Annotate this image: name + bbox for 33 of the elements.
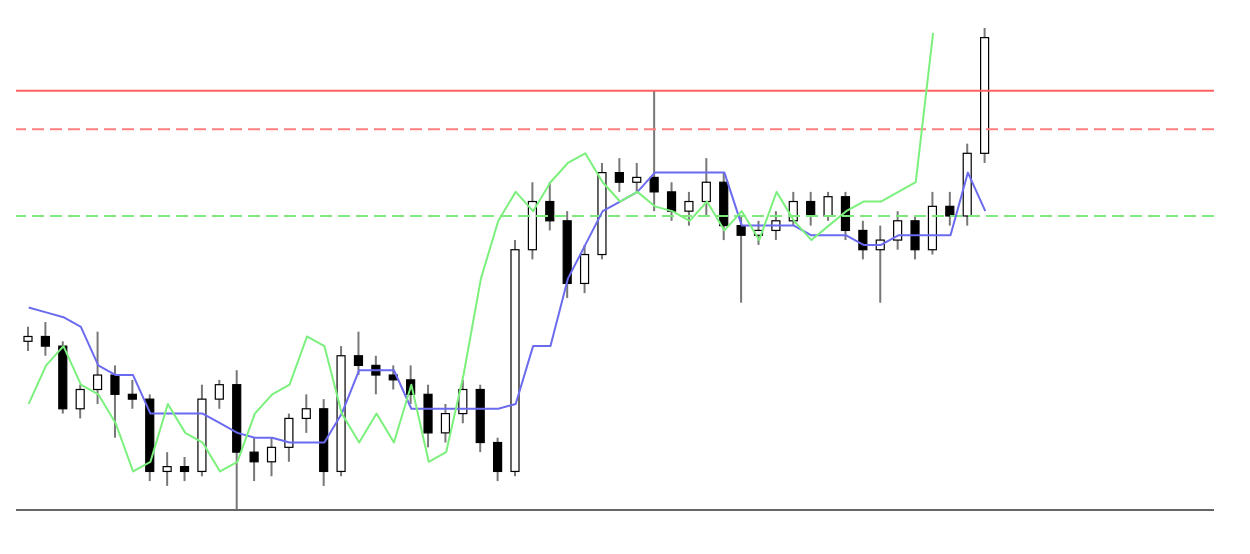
candlestick (649, 89, 659, 213)
candlestick (162, 451, 172, 487)
candlestick (353, 330, 364, 377)
candlestick (92, 330, 103, 405)
candlestick (614, 157, 624, 193)
candlestick (23, 325, 33, 352)
candlestick (684, 190, 694, 227)
candlestick (736, 214, 746, 304)
candlestick (579, 243, 590, 295)
candlestick (249, 436, 259, 483)
candlestick (388, 364, 398, 391)
candlestick (701, 157, 711, 217)
candlestick (75, 383, 85, 420)
candlestick (440, 402, 451, 444)
candlestick (858, 219, 868, 261)
candlestick (301, 393, 311, 434)
candlestick (666, 181, 677, 222)
candlestick (284, 412, 294, 463)
candlestick (423, 383, 433, 449)
candlestick (214, 378, 224, 410)
candlestick (110, 364, 120, 439)
candlestick (910, 214, 920, 261)
candlestick (927, 190, 938, 256)
candlestick (945, 190, 955, 227)
candlestick (632, 161, 642, 193)
candlestick (266, 436, 277, 478)
candlestick (893, 210, 903, 251)
candlestick (127, 378, 137, 410)
candlestick (40, 321, 50, 357)
candlestick (179, 455, 190, 483)
candlestick (545, 181, 555, 232)
candlestick (823, 190, 833, 222)
candlestick (493, 436, 503, 483)
